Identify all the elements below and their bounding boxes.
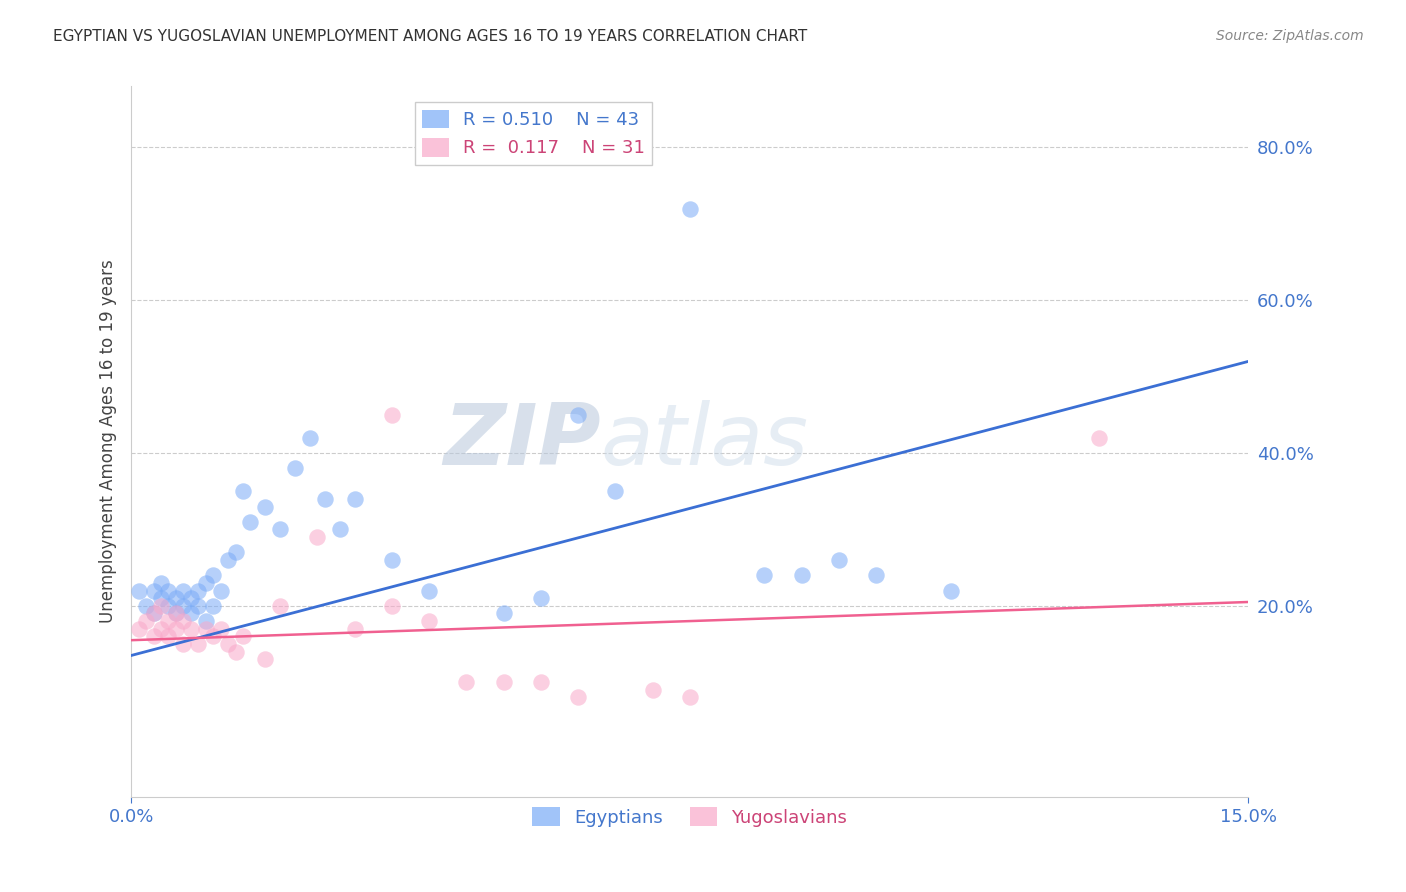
Point [157,629,180,643]
Point [135,614,157,628]
Point [343,491,366,506]
Point [225,545,247,559]
Point [135,599,157,613]
Point [172,599,194,613]
Point [172,583,194,598]
Point [605,484,627,499]
Point [1088,431,1111,445]
Point [307,530,329,544]
Point [381,553,404,567]
Point [165,607,187,621]
Point [180,607,202,621]
Text: EGYPTIAN VS YUGOSLAVIAN UNEMPLOYMENT AMONG AGES 16 TO 19 YEARS CORRELATION CHART: EGYPTIAN VS YUGOSLAVIAN UNEMPLOYMENT AMO… [53,29,807,44]
Point [492,607,515,621]
Y-axis label: Unemployment Among Ages 16 to 19 years: Unemployment Among Ages 16 to 19 years [100,260,117,624]
Point [157,599,180,613]
Text: atlas: atlas [600,401,808,483]
Point [865,568,887,582]
Point [225,645,247,659]
Point [157,583,180,598]
Point [754,568,776,582]
Point [172,614,194,628]
Point [187,583,209,598]
Point [150,591,173,606]
Point [530,591,553,606]
Text: ZIP: ZIP [443,401,600,483]
Point [165,591,187,606]
Point [142,629,165,643]
Point [209,622,232,636]
Point [254,500,277,514]
Point [194,575,217,590]
Point [180,591,202,606]
Point [567,690,589,705]
Point [298,431,321,445]
Point [202,629,225,643]
Point [142,583,165,598]
Point [329,523,352,537]
Point [165,622,187,636]
Point [381,408,404,422]
Legend: Egyptians, Yugoslavians: Egyptians, Yugoslavians [526,800,855,834]
Point [180,622,202,636]
Point [790,568,813,582]
Point [232,484,254,499]
Point [343,622,366,636]
Point [128,622,150,636]
Point [641,682,664,697]
Point [165,607,187,621]
Point [492,675,515,690]
Point [172,637,194,651]
Point [150,599,173,613]
Point [314,491,336,506]
Point [456,675,478,690]
Point [679,202,702,216]
Point [150,575,173,590]
Point [217,637,239,651]
Point [202,599,225,613]
Point [567,408,589,422]
Point [202,568,225,582]
Point [142,607,165,621]
Text: Source: ZipAtlas.com: Source: ZipAtlas.com [1216,29,1364,43]
Point [194,614,217,628]
Point [239,515,262,529]
Point [381,599,404,613]
Point [530,675,553,690]
Point [269,599,291,613]
Point [418,583,440,598]
Point [217,553,239,567]
Point [828,553,851,567]
Point [142,607,165,621]
Point [150,622,173,636]
Point [232,629,254,643]
Point [418,614,440,628]
Point [128,583,150,598]
Point [269,523,291,537]
Point [254,652,277,666]
Point [187,637,209,651]
Point [157,614,180,628]
Point [187,599,209,613]
Point [209,583,232,598]
Point [939,583,962,598]
Point [194,622,217,636]
Point [679,690,702,705]
Point [284,461,307,475]
